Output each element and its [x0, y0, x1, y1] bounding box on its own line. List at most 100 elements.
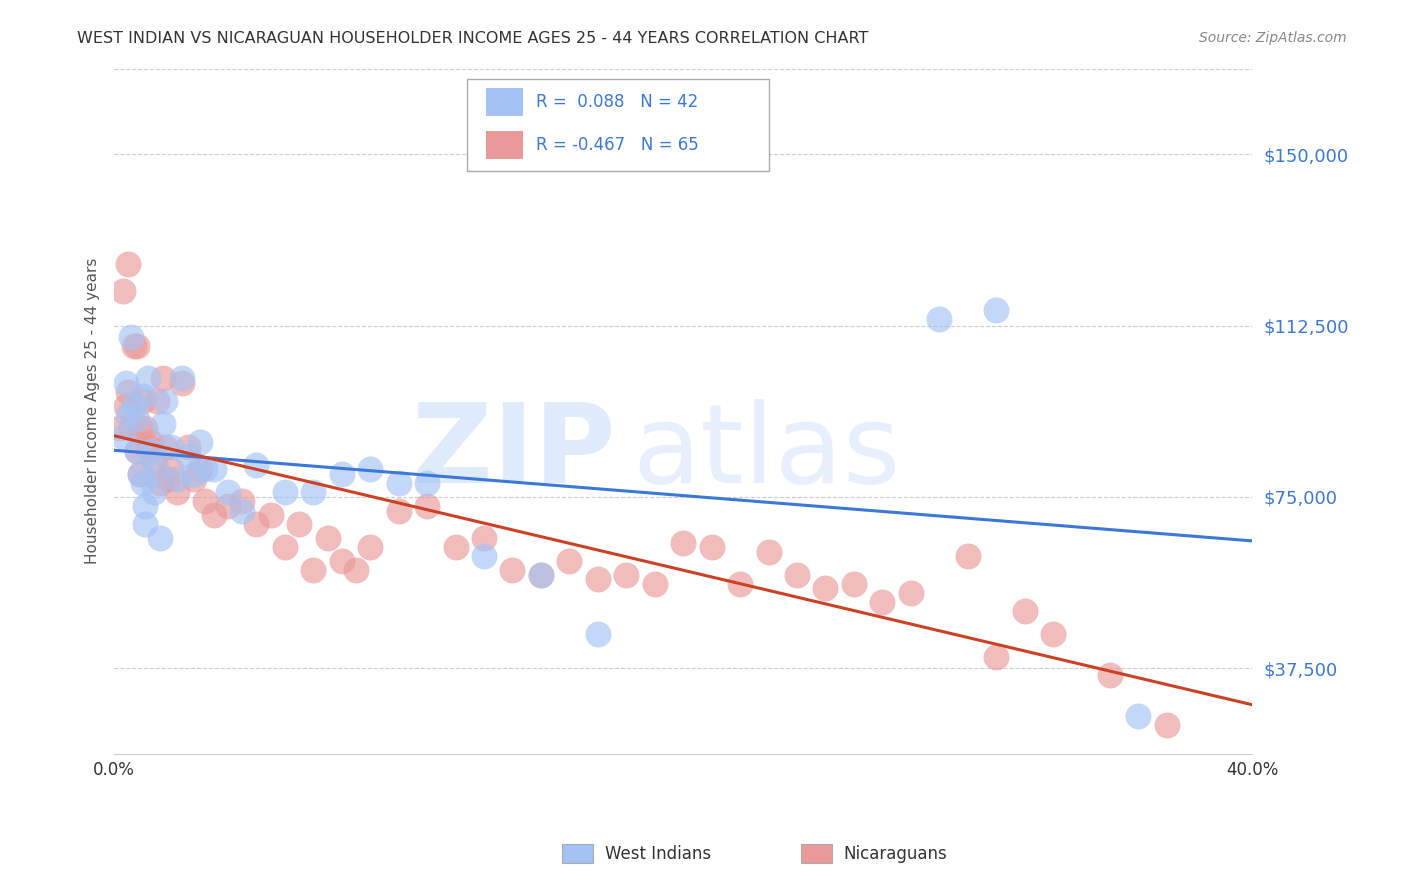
- Point: [117, 384, 139, 399]
- Point: [125, 444, 148, 458]
- Point: [245, 458, 267, 472]
- Point: [986, 302, 1008, 317]
- FancyBboxPatch shape: [486, 130, 523, 160]
- Point: [900, 586, 922, 600]
- Point: [160, 462, 183, 476]
- Point: [122, 399, 145, 413]
- Point: [188, 435, 211, 450]
- Point: [231, 503, 253, 517]
- Point: [166, 485, 188, 500]
- Point: [786, 567, 808, 582]
- Point: [194, 494, 217, 508]
- Point: [194, 462, 217, 476]
- Point: [472, 531, 495, 545]
- Point: [152, 371, 174, 385]
- Point: [814, 581, 837, 595]
- Point: [157, 472, 180, 486]
- Text: R = -0.467   N = 65: R = -0.467 N = 65: [537, 136, 699, 154]
- Point: [416, 499, 439, 513]
- Point: [146, 462, 169, 476]
- Point: [202, 508, 225, 523]
- Point: [986, 649, 1008, 664]
- Point: [141, 444, 163, 458]
- Point: [274, 485, 297, 500]
- Text: WEST INDIAN VS NICARAGUAN HOUSEHOLDER INCOME AGES 25 - 44 YEARS CORRELATION CHAR: WEST INDIAN VS NICARAGUAN HOUSEHOLDER IN…: [77, 31, 869, 46]
- Point: [260, 508, 283, 523]
- Point: [359, 462, 381, 476]
- Point: [330, 554, 353, 568]
- Point: [108, 421, 131, 435]
- FancyBboxPatch shape: [562, 844, 593, 863]
- Point: [143, 453, 166, 467]
- Point: [152, 417, 174, 431]
- Point: [183, 472, 205, 486]
- Point: [125, 412, 148, 426]
- Point: [188, 462, 211, 476]
- Point: [128, 467, 150, 481]
- Point: [872, 595, 894, 609]
- Point: [245, 517, 267, 532]
- Point: [956, 549, 979, 564]
- Point: [842, 576, 865, 591]
- Point: [1098, 668, 1121, 682]
- Point: [172, 376, 194, 390]
- Point: [502, 563, 524, 577]
- Point: [202, 462, 225, 476]
- Point: [302, 485, 325, 500]
- Point: [217, 485, 239, 500]
- Text: ZIP: ZIP: [412, 399, 614, 506]
- Point: [117, 408, 139, 422]
- Point: [416, 476, 439, 491]
- Point: [928, 311, 950, 326]
- Point: [128, 421, 150, 435]
- Point: [125, 444, 148, 458]
- Point: [586, 572, 609, 586]
- Text: atlas: atlas: [631, 399, 900, 506]
- Point: [183, 467, 205, 481]
- Point: [388, 503, 411, 517]
- Point: [146, 393, 169, 408]
- Point: [143, 485, 166, 500]
- Point: [114, 399, 136, 413]
- Point: [758, 545, 780, 559]
- Point: [136, 440, 159, 454]
- Point: [166, 472, 188, 486]
- Point: [117, 257, 139, 271]
- Text: West Indians: West Indians: [605, 845, 710, 863]
- Point: [359, 540, 381, 554]
- Point: [141, 435, 163, 450]
- Point: [122, 339, 145, 353]
- Point: [274, 540, 297, 554]
- Point: [134, 421, 156, 435]
- Point: [1014, 604, 1036, 618]
- Point: [530, 567, 553, 582]
- FancyBboxPatch shape: [801, 844, 832, 863]
- Point: [217, 499, 239, 513]
- Point: [136, 371, 159, 385]
- Text: Nicaraguans: Nicaraguans: [844, 845, 948, 863]
- Point: [149, 476, 172, 491]
- Point: [316, 531, 339, 545]
- Point: [700, 540, 723, 554]
- Point: [111, 430, 134, 444]
- Point: [558, 554, 581, 568]
- Point: [644, 576, 666, 591]
- Point: [160, 440, 183, 454]
- Point: [614, 567, 637, 582]
- FancyBboxPatch shape: [486, 87, 523, 117]
- Point: [472, 549, 495, 564]
- Point: [302, 563, 325, 577]
- Point: [134, 499, 156, 513]
- Point: [388, 476, 411, 491]
- Point: [672, 535, 695, 549]
- Point: [728, 576, 751, 591]
- Point: [1156, 718, 1178, 732]
- Point: [1042, 627, 1064, 641]
- Point: [131, 389, 153, 403]
- Point: [530, 567, 553, 582]
- Point: [586, 627, 609, 641]
- Point: [131, 393, 153, 408]
- Point: [149, 531, 172, 545]
- Point: [177, 440, 200, 454]
- Point: [125, 339, 148, 353]
